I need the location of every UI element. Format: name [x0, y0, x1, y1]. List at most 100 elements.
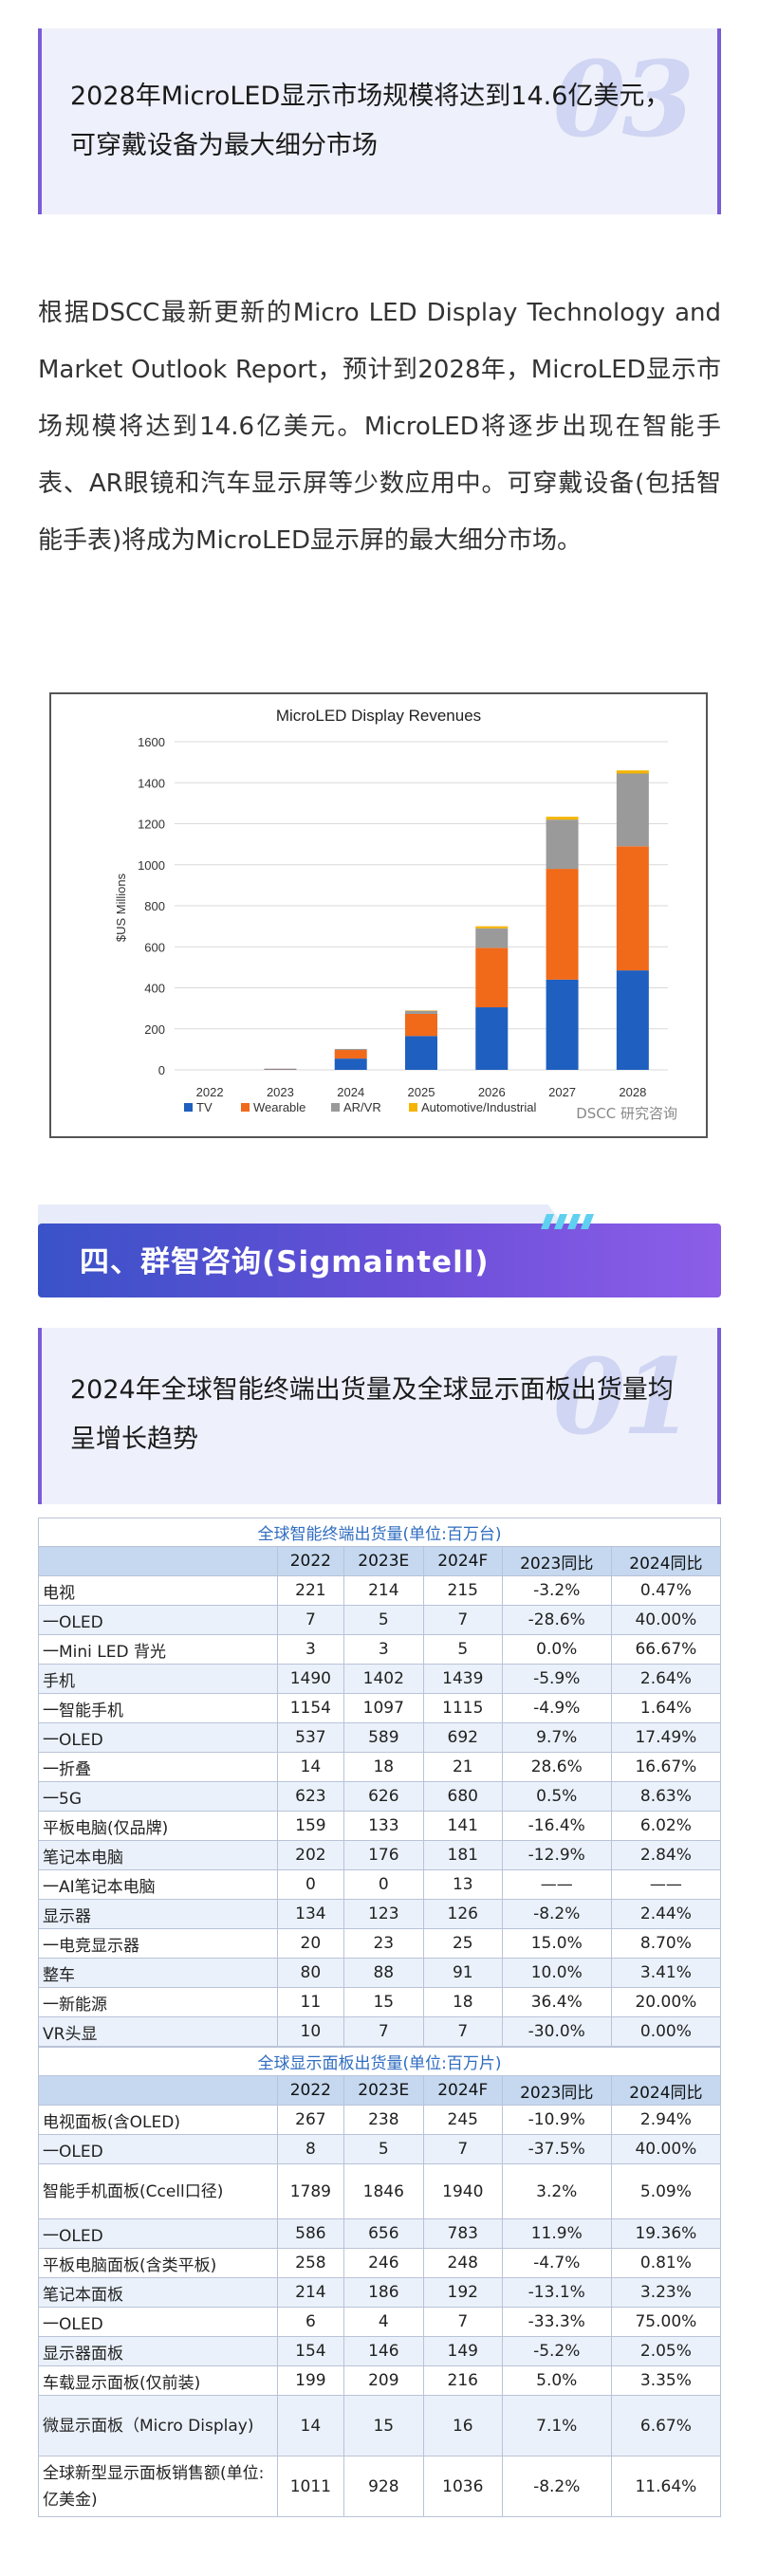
table-cell: -37.5% [501, 2134, 612, 2164]
x-tick-label: 2024 [337, 1085, 364, 1099]
table-cell: 7 [342, 2016, 424, 2047]
table-cell: 267 [277, 2105, 344, 2135]
table-cell: -5.9% [501, 1664, 612, 1694]
table-cell: -8.2% [501, 1899, 612, 1929]
table-row: 整车 80 88 91 10.0% 3.41% [38, 1958, 722, 1988]
table-title: 全球智能终端出货量(单位:百万台) [38, 1518, 721, 1547]
table-cell: 1846 [342, 2163, 424, 2219]
bar-segment-tv [546, 979, 579, 1070]
table-cell: 199 [277, 2365, 344, 2396]
table-cell: 221 [277, 1575, 344, 1606]
table-cell: 5.09% [610, 2163, 722, 2219]
table-cell: 11.64% [610, 2456, 722, 2517]
column-header [38, 2075, 278, 2106]
table-cell: 126 [422, 1899, 503, 1929]
table-cell: 11.9% [501, 2218, 612, 2249]
table-cell: 123 [342, 1899, 424, 1929]
table-cell: -13.1% [501, 2277, 612, 2308]
table-cell: 6.67% [610, 2395, 722, 2456]
table-cell: —— [501, 1869, 612, 1900]
bar-segment-tv [616, 970, 649, 1070]
table-cell: 176 [342, 1840, 424, 1870]
table-cell: 245 [422, 2105, 503, 2135]
row-label: 一AI笔记本电脑 [38, 1869, 278, 1900]
table-row: 电视面板(含OLED) 267 238 245 -10.9% 2.94% [38, 2105, 722, 2135]
table-cell: -28.6% [501, 1605, 612, 1635]
table-cell: 88 [342, 1958, 424, 1988]
row-label: 一智能手机 [38, 1693, 278, 1723]
row-label: 车载显示面板(仅前装) [38, 2365, 278, 2396]
column-header: 2024同比 [610, 1546, 722, 1576]
table-cell: 2.05% [610, 2336, 722, 2366]
table-cell: 11 [277, 1987, 344, 2017]
data-tables: 全球智能终端出货量(单位:百万台) 2022 2023E 2024F 2023同比 202… [38, 1518, 722, 2517]
table-cell: 1402 [342, 1664, 424, 1694]
table-cell: 13 [422, 1869, 503, 1900]
table-cell: 3 [342, 1634, 424, 1665]
table-cell: 16 [422, 2395, 503, 2456]
table-cell: 623 [277, 1781, 344, 1812]
table-row: 一Mini LED 背光 3 3 5 0.0% 66.67% [38, 1634, 722, 1665]
chart-title: MicroLED Display Revenues [276, 707, 481, 725]
column-header [38, 1546, 278, 1576]
table-cell: 18 [342, 1752, 424, 1782]
y-tick-label: 400 [144, 982, 165, 996]
table-row: 一OLED 8 5 7 -37.5% 40.00% [38, 2134, 722, 2164]
table-cell: 3 [277, 1634, 344, 1665]
y-tick-label: 0 [158, 1063, 165, 1077]
table-cell: —— [610, 1869, 722, 1900]
table-cell: 154 [277, 2336, 344, 2366]
table-cell: 589 [342, 1722, 424, 1753]
banner-stripes-decoration [541, 1214, 594, 1229]
table-cell: 91 [422, 1958, 503, 1988]
row-label: 一折叠 [38, 1752, 278, 1782]
bar-segment-wearable [616, 846, 649, 971]
table-cell: 202 [277, 1840, 344, 1870]
table-row: 电视 221 214 215 -3.2% 0.47% [38, 1575, 722, 1606]
table-cell: 15.0% [501, 1928, 612, 1959]
table-cell: 10 [277, 2016, 344, 2047]
table-cell: 7 [277, 1605, 344, 1635]
table-cell: 5.0% [501, 2365, 612, 2396]
table-cell: 626 [342, 1781, 424, 1812]
table-cell: 928 [342, 2456, 424, 2517]
table-row: 一OLED 7 5 7 -28.6% 40.00% [38, 1605, 722, 1635]
x-tick-label: 2023 [267, 1085, 294, 1099]
y-tick-label: 1200 [138, 818, 165, 832]
section-banner: 四、群智咨询(Sigmaintell) [38, 1205, 721, 1297]
table-cell: -33.3% [501, 2307, 612, 2337]
x-tick-label: 2025 [408, 1085, 435, 1099]
y-tick-label: 1000 [138, 858, 165, 873]
table-cell: 36.4% [501, 1987, 612, 2017]
table-cell: 1940 [422, 2163, 503, 2219]
table-row: VR头显 10 7 7 -30.0% 0.00% [38, 2016, 722, 2047]
legend-swatch [331, 1103, 340, 1112]
table-cell: -5.2% [501, 2336, 612, 2366]
table-cell: 149 [422, 2336, 503, 2366]
column-header: 2023同比 [501, 2075, 612, 2106]
table-cell: 214 [277, 2277, 344, 2308]
table-cell: 7 [422, 2307, 503, 2337]
table-cell: 1154 [277, 1693, 344, 1723]
bar-segment-automotive-industrial [546, 817, 579, 820]
table-cell: 1439 [422, 1664, 503, 1694]
banner-title: 四、群智咨询(Sigmaintell) [80, 1245, 490, 1279]
column-header: 2024F [422, 1546, 503, 1576]
bar-segment-automotive-industrial [616, 770, 649, 774]
legend-label: AR/VR [343, 1100, 381, 1114]
revenue-chart: MicroLED Display Revenues $US Millions 0… [114, 707, 677, 1122]
column-header: 2023E [342, 2075, 424, 2106]
table-row: 笔记本电脑 202 176 181 -12.9% 2.84% [38, 1840, 722, 1870]
x-tick-label: 2028 [619, 1085, 646, 1099]
table-cell: 0.0% [501, 1634, 612, 1665]
table-row: 一OLED 586 656 783 11.9% 19.36% [38, 2218, 722, 2249]
table-cell: 25 [422, 1928, 503, 1959]
table-cell: -4.7% [501, 2248, 612, 2278]
column-header: 2022 [277, 1546, 344, 1576]
panel-shipments-table: 全球显示面板出货量(单位:百万片) 2022 2023E 2024F 2023同比 202… [38, 2047, 722, 2517]
table-cell: 8.70% [610, 1928, 722, 1959]
table-cell: 0.47% [610, 1575, 722, 1606]
table-cell: 5 [422, 1634, 503, 1665]
table-cell: 80 [277, 1958, 344, 1988]
section-heading-box-2: 01 2024年全球智能终端出货量及全球显示面板出货量均呈增长趋势 [38, 1328, 721, 1504]
